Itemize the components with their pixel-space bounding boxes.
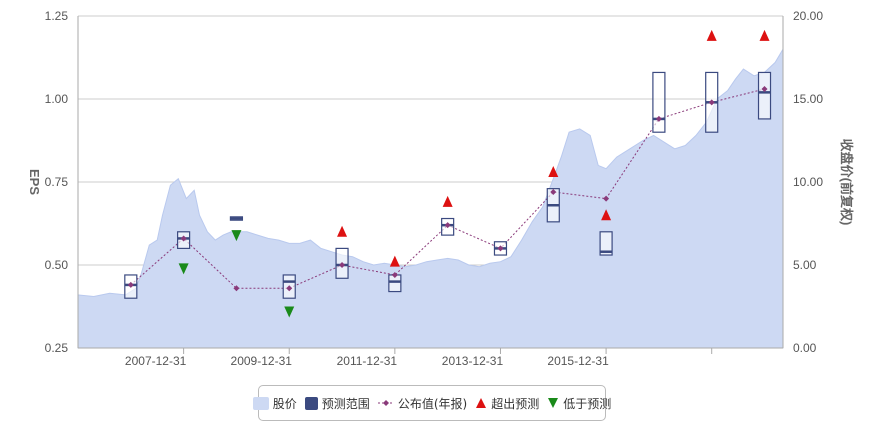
reported-eps-point [233,285,240,292]
reported-eps-point [761,86,768,93]
reported-eps-point [286,285,293,292]
legend-label-above: 超出预测 [491,396,540,411]
left-tick-label: 0.25 [45,341,69,355]
right-tick-label: 0.00 [793,341,817,355]
x-tick-label: 2011-12-31 [337,354,398,368]
left-tick-label: 1.25 [45,9,69,23]
left-axis-title: EPS [27,169,42,195]
forecast-range-box [757,71,772,120]
above-forecast-marker [442,195,453,207]
legend-label-price: 股价 [272,396,297,411]
price-area-layer [77,47,784,349]
reported-eps-point [339,262,346,268]
reported-eps-point [497,245,504,252]
right-tick-label: 5.00 [793,258,817,272]
forecast-range-box [599,231,613,256]
triangle-down-icon [548,398,559,408]
above-forecast-marker [759,29,770,41]
reported-eps-point [127,281,134,288]
below-forecast-marker [178,263,189,275]
legend-item-reported[interactable]: 公布值(年报) [377,395,468,412]
right-tick-label: 20.00 [793,9,823,23]
above-forecast-marker [389,255,400,267]
legend-label-forecast-range: 预测范围 [321,396,370,411]
above-forecast-marker [601,209,612,221]
left-tick-label: 0.75 [45,175,69,189]
above-forecast-marker [706,29,717,41]
reported-eps-point [655,115,662,122]
axis-layer [77,16,784,354]
triangle-up-icon [476,398,487,408]
x-tick-label: 2013-12-31 [442,354,504,368]
legend-label-reported: 公布值(年报) [397,396,468,411]
x-tick-label: 2007-12-31 [125,354,187,368]
legend-item-forecast-range[interactable]: 预测范围 [304,395,370,412]
x-tick-label: 2009-12-31 [231,354,293,368]
below-forecast-marker [231,230,242,242]
legend-item-below[interactable]: 低于预测 [547,395,611,412]
right-tick-label: 10.00 [793,175,823,189]
right-axis-title: 收盘价(前复权) [839,139,854,226]
reported-line-icon [377,400,394,406]
above-forecast-marker [337,225,348,237]
legend-item-price[interactable]: 股价 [252,395,297,412]
legend-item-above[interactable]: 超出预测 [475,395,539,412]
left-tick-label: 0.50 [45,258,69,272]
above-forecast-marker [548,166,559,178]
marker-layer [127,29,770,318]
reported-eps-point [603,195,610,202]
left-tick-label: 1.00 [45,92,69,106]
x-tick-label: 2015-12-31 [547,354,609,368]
price-swatch-icon [252,396,269,410]
legend: 股价 预测范围 公布值(年报) 超出预测 低于预测 [252,385,611,421]
legend-label-below: 低于预测 [563,396,612,411]
reported-eps-point [550,188,557,195]
reported-eps-point [391,271,398,278]
reported-eps-point [708,99,715,106]
range-swatch-icon [304,396,318,410]
reported-eps-point [180,235,187,242]
reported-eps-point [444,222,451,229]
forecast-range-box [652,71,666,133]
below-forecast-marker [284,306,295,318]
right-tick-label: 15.00 [793,92,823,106]
price-area [77,47,784,349]
label-layer: 0.25 0.50 0.75 1.00 1.25 0.00 5.00 10.00 15.00 20… [27,9,854,368]
